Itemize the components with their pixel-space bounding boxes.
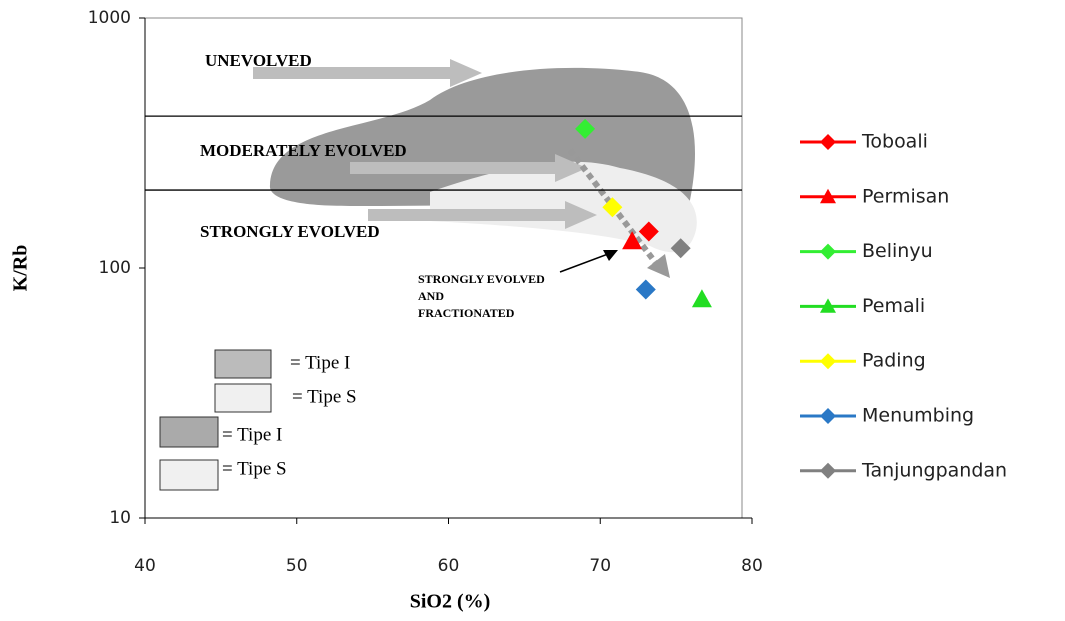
data-point	[638, 221, 659, 242]
legend-marker	[820, 188, 836, 204]
y-tick-label: 100	[99, 258, 131, 278]
data-point	[670, 238, 691, 259]
note-line: STRONGLY EVOLVED	[418, 272, 545, 286]
zone-label: STRONGLY EVOLVED	[200, 222, 380, 241]
legend-marker	[820, 353, 836, 370]
x-tick-label: 60	[438, 556, 460, 576]
legend-label: Pemali	[862, 295, 925, 317]
data-point	[622, 231, 643, 250]
x-tick-label: 40	[134, 556, 156, 576]
note-line: FRACTIONATED	[418, 306, 515, 320]
legend-swatch	[159, 416, 219, 448]
legend-label: Belinyu	[862, 240, 933, 262]
legend-swatch	[214, 383, 272, 413]
region-legend-label: = Tipe S	[222, 458, 287, 479]
legend-marker	[820, 408, 836, 424]
x-axis-label: SiO2 (%)	[410, 591, 491, 613]
y-axis-label: K/Rb	[10, 245, 32, 292]
fraction-arrowhead	[647, 254, 670, 278]
legend-label: Tanjungpandan	[861, 459, 1007, 481]
x-tick-label: 50	[286, 556, 308, 576]
legend-swatch	[214, 349, 272, 379]
x-tick-label: 70	[589, 556, 611, 576]
legend-marker	[820, 298, 836, 313]
trend-arrows	[253, 59, 597, 229]
zone-label: MODERATELY EVOLVED	[200, 141, 407, 160]
data-point	[635, 279, 656, 300]
x-tick-label: 80	[741, 556, 763, 576]
legend-swatch	[159, 459, 219, 491]
zone-label: UNEVOLVED	[205, 51, 312, 70]
note-arrowhead	[603, 250, 618, 261]
data-point	[691, 289, 712, 308]
tipe-s-region	[430, 161, 697, 253]
data-point	[575, 118, 596, 139]
y-tick-label: 1000	[88, 8, 131, 28]
note-arrow	[559, 253, 609, 273]
region-legend-label: = Tipe S	[292, 386, 357, 407]
legend-label: Toboali	[861, 131, 928, 153]
region-legend-label: = Tipe I	[290, 352, 350, 373]
legend-marker	[820, 243, 836, 260]
y-tick-label: 10	[109, 508, 131, 528]
legend-label: Menumbing	[862, 405, 974, 427]
legend-marker	[820, 462, 836, 479]
region-legend-label: = Tipe I	[222, 424, 282, 445]
note-line: AND	[418, 289, 444, 303]
legend-label: Permisan	[862, 185, 949, 207]
legend-label: Pading	[862, 350, 926, 372]
data-point	[602, 197, 623, 218]
legend-marker	[820, 134, 836, 150]
